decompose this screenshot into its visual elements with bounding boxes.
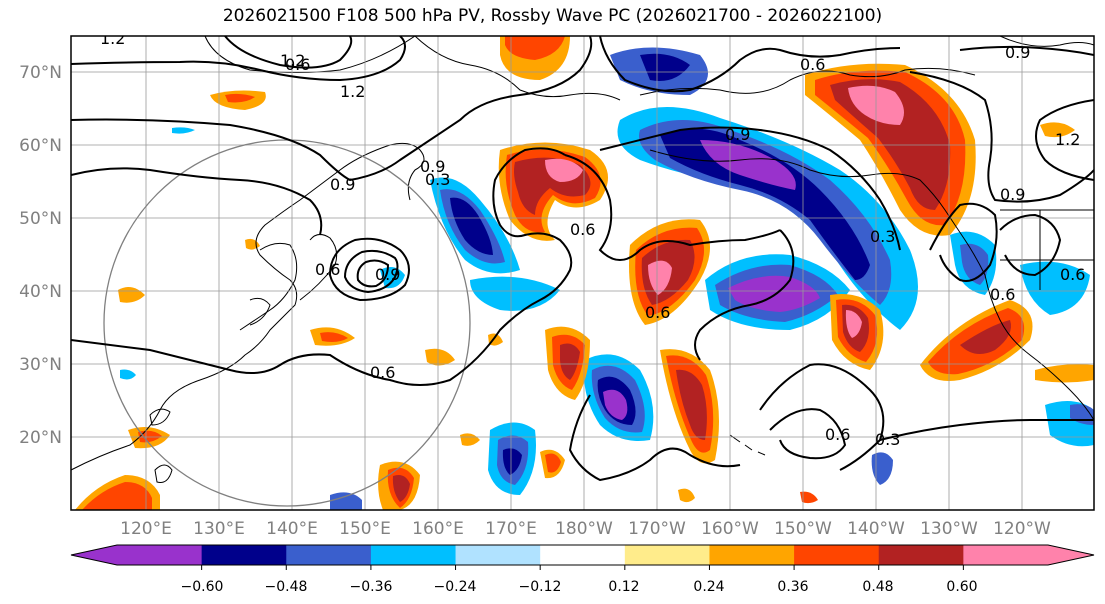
lon-label: 170°E	[485, 519, 537, 539]
colorbar-tick-label: 0.36	[777, 579, 808, 595]
contour-label: 0.6	[285, 55, 310, 74]
pv-anomaly-fill	[75, 36, 1094, 510]
contour-label: 0.6	[570, 220, 595, 239]
contour-label: 0.3	[870, 227, 895, 246]
lat-label: 30°N	[19, 355, 62, 375]
colorbar-swatch	[455, 545, 541, 565]
lat-label: 50°N	[19, 209, 62, 229]
lon-label: 130°E	[193, 519, 245, 539]
contour-labels: 1.2 1.2 0.6 1.2 0.9 0.9 0.6 0.9 0.9 0.6 …	[100, 29, 1085, 449]
colorbar-extend-min	[71, 545, 117, 565]
lat-label: 60°N	[19, 136, 62, 156]
graticule	[71, 36, 1094, 510]
lon-label: 180°W	[555, 519, 613, 539]
contour-label: 0.9	[420, 157, 445, 176]
lat-label: 40°N	[19, 282, 62, 302]
lon-label: 120°W	[993, 519, 1051, 539]
contour-label: 0.9	[375, 265, 400, 284]
lon-label: 120°E	[120, 519, 172, 539]
contour-label: 0.9	[1005, 43, 1030, 62]
contour-label: 0.6	[800, 55, 825, 74]
colorbar-tick-label: 0.60	[946, 579, 977, 595]
colorbar-tick-label: 0.12	[608, 579, 639, 595]
contour-label: 0.3	[875, 430, 900, 449]
lon-label: 160°E	[412, 519, 464, 539]
contour-label: 0.9	[725, 125, 750, 144]
colorbar-extend-max	[1048, 545, 1094, 565]
colorbar-swatch	[878, 545, 964, 565]
pv-contours	[71, 36, 1094, 482]
colorbar-tick-label: −0.36	[350, 579, 393, 595]
colorbar-swatch	[963, 545, 1049, 565]
lon-label: 140°W	[847, 519, 905, 539]
contour-label: 0.6	[315, 260, 340, 279]
colorbar-tick-label: −0.12	[519, 579, 562, 595]
colorbar-tick-labels: −0.60 −0.48 −0.36 −0.24 −0.12 0.12 0.24 …	[181, 579, 978, 595]
contour-label: 0.6	[1060, 265, 1085, 284]
lon-label: 130°W	[920, 519, 978, 539]
latitude-labels: 70°N 60°N 50°N 40°N 30°N 20°N	[19, 63, 62, 448]
lon-label: 150°W	[774, 519, 832, 539]
colorbar-tick-label: 0.48	[862, 579, 893, 595]
colorbar-swatch	[286, 545, 372, 565]
colorbar-outline	[70, 544, 1095, 566]
colorbar-tick-label: −0.60	[181, 579, 224, 595]
colorbar-tick-label: 0.24	[693, 579, 724, 595]
longitude-labels: 120°E 130°E 140°E 150°E 160°E 170°E 180°…	[120, 519, 1051, 539]
map-title: 2026021500 F108 500 hPa PV, Rossby Wave …	[222, 6, 883, 26]
contour-label: 0.6	[825, 425, 850, 444]
contour-label: 1.2	[280, 51, 305, 70]
contour-label: 1.2	[100, 29, 125, 48]
lon-label: 140°E	[266, 519, 318, 539]
lat-label: 20°N	[19, 428, 62, 448]
lon-label: 170°W	[628, 519, 686, 539]
contour-label: 0.6	[990, 285, 1015, 304]
contour-label: 0.9	[1000, 185, 1025, 204]
lon-label: 150°E	[339, 519, 391, 539]
contour-label: 1.2	[340, 82, 365, 101]
contour-label: 0.9	[330, 175, 355, 194]
contour-label: 0.6	[370, 363, 395, 382]
colorbar-tick-label: −0.48	[265, 579, 308, 595]
colorbar-swatch	[201, 545, 287, 565]
lon-label: 160°W	[701, 519, 759, 539]
colorbar-swatch	[624, 545, 710, 565]
colorbar	[70, 544, 1095, 570]
map-frame	[70, 35, 1095, 511]
coastlines	[71, 36, 1094, 483]
colorbar-tick-label: −0.24	[434, 579, 477, 595]
contour-label: 1.2	[1055, 130, 1080, 149]
colorbar-swatch	[370, 545, 457, 565]
colorbar-swatch	[794, 545, 880, 565]
colorbar-swatch	[117, 545, 203, 565]
contour-label: 0.3	[425, 170, 450, 189]
contour-label: 0.6	[645, 303, 670, 322]
colorbar-swatch	[709, 545, 795, 565]
lat-label: 70°N	[19, 63, 62, 83]
colorbar-swatch	[540, 545, 626, 565]
